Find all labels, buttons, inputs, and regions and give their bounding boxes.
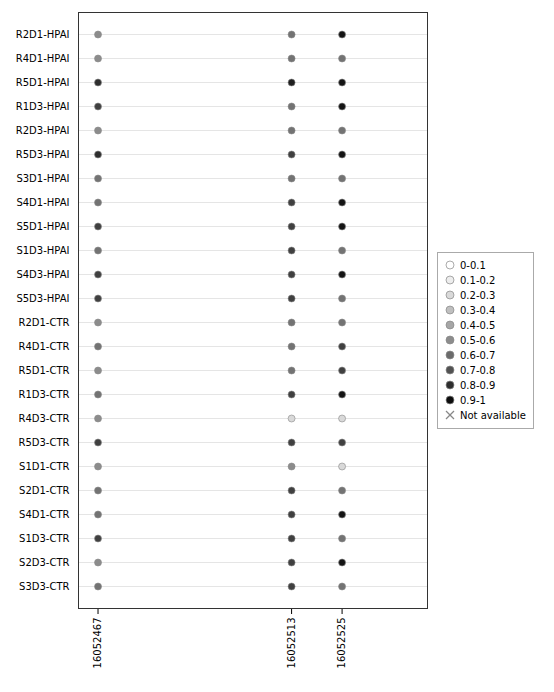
svg-text:S1D3-CTR: S1D3-CTR bbox=[19, 533, 69, 544]
html-text:0.6-0.7: 0.6-0.7 bbox=[460, 349, 496, 361]
html-text:0.5-0.6: 0.5-0.6 bbox=[460, 334, 496, 346]
svg-text:S5D3-HPAI: S5D3-HPAI bbox=[16, 293, 69, 304]
svg-text:S3D3-CTR: S3D3-CTR bbox=[19, 581, 69, 592]
html-text:Not available: Not available bbox=[460, 409, 526, 421]
svg-text:R2D1-HPAI: R2D1-HPAI bbox=[16, 29, 70, 40]
html-text:0.8-0.9: 0.8-0.9 bbox=[460, 379, 496, 391]
svg-text:R5D1-CTR: R5D1-CTR bbox=[18, 365, 69, 376]
svg-text:S4D1-CTR: S4D1-CTR bbox=[19, 509, 69, 520]
html-text:0.4-0.5: 0.4-0.5 bbox=[460, 319, 496, 331]
svg-text:R4D3-CTR: R4D3-CTR bbox=[18, 413, 69, 424]
html-text:0-0.1: 0-0.1 bbox=[460, 259, 486, 271]
html-text:0.7-0.8: 0.7-0.8 bbox=[460, 364, 496, 376]
svg-text:R5D3-CTR: R5D3-CTR bbox=[18, 437, 69, 448]
svg-text:S1D3-HPAI: S1D3-HPAI bbox=[16, 245, 69, 256]
html-text:0.2-0.3: 0.2-0.3 bbox=[460, 289, 496, 301]
svg-text:S5D1-HPAI: S5D1-HPAI bbox=[16, 221, 69, 232]
svg-text:R5D3-HPAI: R5D3-HPAI bbox=[16, 149, 70, 160]
svg-text:S2D1-CTR: S2D1-CTR bbox=[19, 485, 69, 496]
svg-text:S2D3-CTR: S2D3-CTR bbox=[19, 557, 69, 568]
svg-text:16052467: 16052467 bbox=[92, 618, 103, 669]
svg-text:16052525: 16052525 bbox=[336, 618, 347, 669]
svg-text:R4D1-CTR: R4D1-CTR bbox=[18, 341, 69, 352]
svg-text:16052513: 16052513 bbox=[286, 618, 297, 669]
svg-text:S3D1-HPAI: S3D1-HPAI bbox=[16, 173, 69, 184]
svg-text:S4D3-HPAI: S4D3-HPAI bbox=[16, 269, 69, 280]
svg-text:R5D1-HPAI: R5D1-HPAI bbox=[16, 77, 70, 88]
html-text:0.9-1: 0.9-1 bbox=[460, 394, 486, 406]
svg-text:R1D3-HPAI: R1D3-HPAI bbox=[16, 101, 70, 112]
svg-text:S1D1-CTR: S1D1-CTR bbox=[19, 461, 69, 472]
svg-text:R2D1-CTR: R2D1-CTR bbox=[18, 317, 69, 328]
html-text:0.1-0.2: 0.1-0.2 bbox=[460, 274, 496, 286]
svg-text:R4D1-HPAI: R4D1-HPAI bbox=[16, 53, 70, 64]
html-text:0.3-0.4: 0.3-0.4 bbox=[460, 304, 496, 316]
svg-text:R2D3-HPAI: R2D3-HPAI bbox=[16, 125, 70, 136]
svg-text:R1D3-CTR: R1D3-CTR bbox=[18, 389, 69, 400]
svg-text:S4D1-HPAI: S4D1-HPAI bbox=[16, 197, 69, 208]
